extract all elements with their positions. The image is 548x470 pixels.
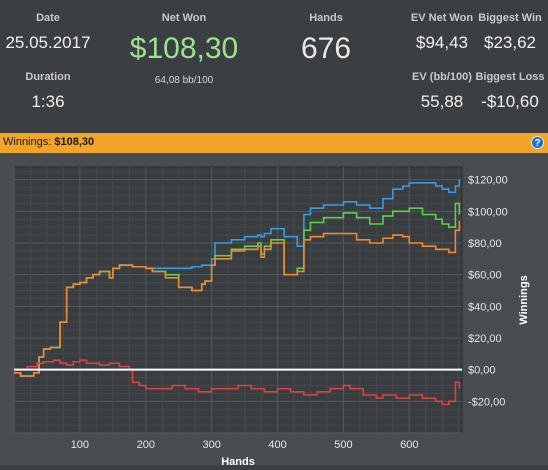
x-tick-label: 600 — [400, 439, 418, 451]
y-tick-label: -$20,00 — [468, 396, 505, 408]
hands-label: Hands — [309, 12, 343, 24]
net-won-label: Net Won — [161, 12, 207, 24]
winnings-label: Winnings: — [3, 136, 52, 148]
y-tick-label: $40,00 — [468, 301, 502, 313]
ev-net-won-value: $94,43 — [416, 33, 468, 52]
y-tick-label: $60,00 — [468, 270, 502, 282]
y-tick-label: $0,00 — [468, 365, 496, 377]
ev-net-won-label: EV Net Won — [410, 12, 474, 24]
net-won-value: $108,30 — [129, 32, 239, 65]
date-value: 25.05.2017 — [5, 33, 91, 52]
x-tick-label: 100 — [71, 439, 89, 451]
ev-bb-label: EV (bb/100) — [412, 71, 472, 83]
y-tick-label: $100,00 — [468, 206, 508, 218]
y-tick-label: $80,00 — [468, 238, 502, 250]
series-line-3 — [14, 359, 461, 406]
winnings-chart: $120,00 $100,00 $80,00 $60,00 $40,00 $20,00 $0… — [13, 166, 530, 468]
winnings-bar: Winnings: $108,30 ? — [0, 133, 548, 153]
y-tick-label: $20,00 — [468, 333, 502, 345]
x-tick-label: 500 — [334, 439, 352, 451]
x-tick-label: 400 — [268, 439, 286, 451]
series-line-2 — [14, 220, 461, 377]
y-tick-label: $120,00 — [468, 175, 508, 187]
x-tick-label: 300 — [202, 439, 220, 451]
ev-bb-value: 55,88 — [420, 92, 464, 111]
date-label: Date — [36, 12, 60, 24]
x-axis-title: Hands — [221, 456, 255, 465]
biggest-loss-label: Biggest Loss — [475, 71, 545, 83]
duration-label: Duration — [25, 71, 71, 83]
help-icon[interactable]: ? — [531, 136, 544, 149]
duration-value: 1:36 — [31, 92, 65, 111]
session-stats-panel: Date 25.05.2017 Duration 1:36 Net Won $1… — [0, 0, 548, 133]
net-won-bb-per-100: 64,08 bb/100 — [154, 75, 214, 86]
winnings-summary: Winnings: $108,30 — [3, 136, 94, 148]
winnings-chart-area: $120,00 $100,00 $80,00 $60,00 $40,00 $20,00 $0… — [0, 153, 548, 468]
y-axis-title: Winnings — [518, 275, 530, 324]
x-tick-label: 200 — [137, 439, 155, 451]
biggest-win-label: Biggest Win — [478, 12, 542, 24]
winnings-value: $108,30 — [54, 136, 95, 148]
biggest-win-value: $23,62 — [484, 33, 536, 52]
hands-value: 676 — [300, 32, 352, 65]
biggest-loss-value: -$10,60 — [481, 92, 539, 111]
